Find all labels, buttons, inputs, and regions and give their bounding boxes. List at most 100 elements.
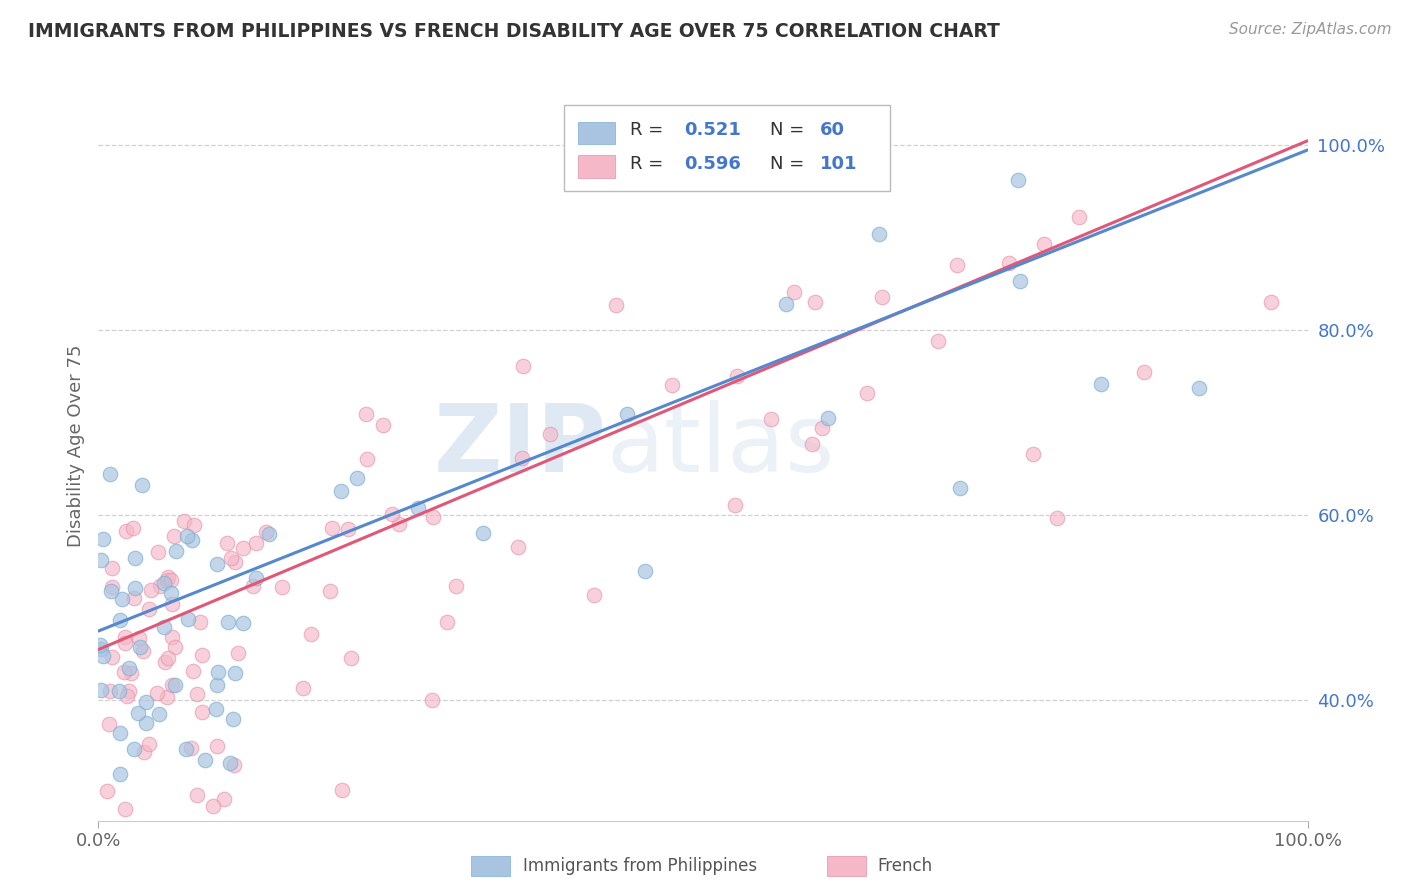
Point <box>90 682 112 697</box>
Point <box>108 726 131 740</box>
Point <box>634 564 657 578</box>
Point <box>340 650 363 665</box>
Point <box>186 687 208 701</box>
FancyBboxPatch shape <box>578 155 614 178</box>
Point <box>1133 365 1156 379</box>
Point <box>197 837 219 851</box>
Point <box>157 569 180 583</box>
Point <box>388 517 411 532</box>
Point <box>141 583 163 598</box>
Point <box>153 655 176 669</box>
Point <box>661 378 683 392</box>
Point <box>406 500 429 515</box>
Point <box>156 690 179 704</box>
Point <box>422 510 444 524</box>
Point <box>1007 173 1029 187</box>
Point <box>540 427 562 442</box>
Point <box>124 581 146 595</box>
Point <box>321 521 343 535</box>
Point <box>110 767 132 781</box>
Point <box>129 640 152 655</box>
Point <box>346 471 368 485</box>
Point <box>373 417 395 432</box>
Point <box>128 631 150 645</box>
Point <box>117 877 139 891</box>
Point <box>165 544 187 558</box>
Point <box>817 410 839 425</box>
Point <box>205 678 228 692</box>
Point <box>132 745 155 759</box>
Text: 0.521: 0.521 <box>683 120 741 139</box>
Point <box>138 737 160 751</box>
Point <box>108 684 131 698</box>
Point <box>122 520 145 534</box>
Point <box>356 451 378 466</box>
Point <box>354 407 377 421</box>
Point <box>160 573 183 587</box>
Point <box>157 651 180 665</box>
Point <box>89 638 111 652</box>
Point <box>1069 210 1091 224</box>
Point <box>160 586 183 600</box>
Point <box>120 665 142 680</box>
Point <box>162 678 184 692</box>
Point <box>207 665 229 680</box>
Point <box>122 591 145 605</box>
Point <box>177 612 200 626</box>
Point <box>98 683 121 698</box>
Point <box>257 526 280 541</box>
Point <box>856 386 879 401</box>
Point <box>224 555 246 569</box>
Point <box>512 359 534 374</box>
Point <box>149 579 172 593</box>
Point <box>108 613 131 627</box>
Text: Immigrants from Philippines: Immigrants from Philippines <box>523 857 758 875</box>
Point <box>122 742 145 756</box>
Point <box>153 620 176 634</box>
Point <box>226 646 249 660</box>
Point <box>299 626 322 640</box>
Point <box>804 295 827 310</box>
Point <box>868 227 890 241</box>
Point <box>927 334 949 349</box>
Point <box>131 477 153 491</box>
Point <box>124 551 146 566</box>
Point <box>245 536 267 550</box>
Point <box>212 791 235 805</box>
Point <box>115 524 138 538</box>
Text: ZIP: ZIP <box>433 400 606 492</box>
Point <box>801 437 824 451</box>
Point <box>191 648 214 662</box>
Point <box>138 601 160 615</box>
Point <box>420 693 443 707</box>
Point <box>270 580 292 594</box>
Point <box>506 540 529 554</box>
Point <box>127 706 149 721</box>
Point <box>112 665 135 680</box>
Point <box>471 526 494 541</box>
Point <box>186 788 208 802</box>
Point <box>215 536 238 550</box>
Point <box>205 702 228 716</box>
Point <box>761 412 783 426</box>
Point <box>156 574 179 588</box>
Point <box>96 784 118 798</box>
Text: IMMIGRANTS FROM PHILIPPINES VS FRENCH DISABILITY AGE OVER 75 CORRELATION CHART: IMMIGRANTS FROM PHILIPPINES VS FRENCH DI… <box>28 22 1000 41</box>
Point <box>224 757 246 772</box>
Point <box>218 756 240 770</box>
Point <box>115 690 138 704</box>
Point <box>725 368 748 383</box>
Point <box>101 650 124 665</box>
Text: R =: R = <box>630 120 669 139</box>
Point <box>444 579 467 593</box>
Point <box>254 524 277 539</box>
Text: atlas: atlas <box>606 400 835 492</box>
Point <box>436 615 458 629</box>
Point <box>1090 376 1112 391</box>
Point <box>221 712 243 726</box>
Point <box>724 498 747 512</box>
Point <box>180 741 202 756</box>
Point <box>135 695 157 709</box>
Point <box>101 561 124 575</box>
Text: N =: N = <box>769 154 810 172</box>
